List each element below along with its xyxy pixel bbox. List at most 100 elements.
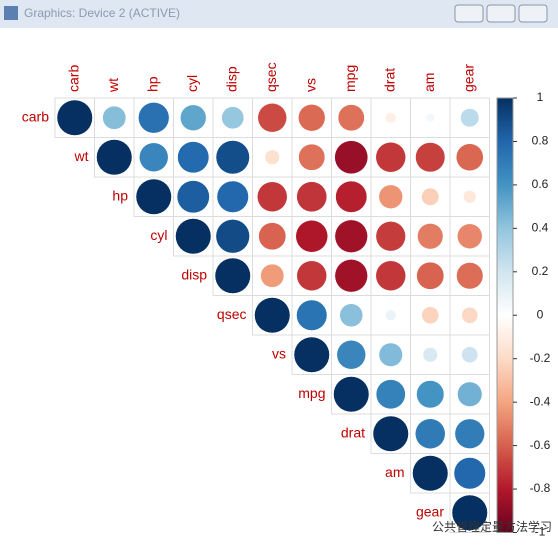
corr-circle (102, 105, 127, 130)
corr-circle (254, 297, 291, 334)
corr-circle (451, 494, 488, 531)
corr-circle (56, 99, 93, 136)
column-label: gear (460, 64, 476, 92)
corr-circle (177, 141, 210, 174)
corr-circle (334, 259, 368, 293)
row-label: mpg (298, 385, 325, 401)
row-label: am (385, 464, 404, 480)
maximize-button[interactable] (486, 4, 516, 23)
corr-circle (412, 455, 449, 492)
corr-circle (298, 104, 326, 132)
corr-circle (456, 262, 484, 290)
column-label: am (421, 73, 437, 92)
column-label: carb (65, 65, 81, 92)
corr-circle (417, 223, 444, 250)
corr-circle (375, 142, 406, 173)
corr-circle (375, 379, 406, 410)
corr-circle (422, 347, 438, 363)
column-label: drat (381, 68, 397, 92)
column-label: cyl (184, 75, 200, 92)
colorbar-tick-label: 0 (537, 307, 544, 321)
corr-circle (421, 306, 440, 325)
corr-circle (215, 140, 250, 175)
corr-circle (264, 149, 280, 165)
corr-circle (215, 219, 250, 254)
corr-circle (460, 108, 480, 128)
corr-circle (463, 190, 477, 204)
row-label: vs (272, 345, 286, 361)
row-label: cyl (150, 227, 167, 243)
corr-circle (296, 181, 328, 213)
corr-circle (214, 257, 251, 294)
corr-circle (375, 221, 406, 252)
corr-circle (334, 140, 369, 175)
corr-circle (339, 303, 364, 328)
corr-circle (453, 457, 486, 490)
close-button[interactable] (518, 4, 548, 23)
corr-circle (333, 376, 370, 413)
corr-circle (138, 102, 170, 134)
colorbar-tick-label: -0.2 (530, 351, 551, 365)
column-label: vs (302, 78, 318, 92)
corr-circle (257, 103, 287, 133)
corr-circle (135, 178, 172, 215)
corr-circle (296, 299, 328, 331)
colorbar-tick-label: -0.6 (530, 438, 551, 452)
corr-circle (258, 222, 287, 251)
colorbar (496, 97, 514, 533)
corr-circle (139, 142, 169, 172)
corr-circle (293, 336, 330, 373)
row-label: hp (112, 187, 128, 203)
column-label: disp (223, 66, 239, 92)
corr-circle (385, 309, 397, 321)
corr-circle (416, 380, 445, 409)
corr-circle (337, 104, 365, 132)
row-label: carb (22, 108, 49, 124)
corr-circle (216, 180, 249, 213)
corr-circle (372, 415, 409, 452)
corr-circle (461, 346, 479, 364)
corr-circle (296, 260, 327, 291)
corr-circle (175, 218, 212, 255)
corr-circle (457, 223, 483, 249)
corr-circle (455, 143, 484, 172)
window-title: Graphics: Device 2 (ACTIVE) (24, 6, 180, 20)
corr-circle (295, 220, 328, 253)
colorbar-tick-label: -1 (535, 525, 546, 539)
app-icon (4, 6, 18, 20)
corr-circle (454, 418, 485, 449)
corr-circle (260, 263, 285, 288)
watermark: 公共管理定量方法学习 (432, 519, 552, 534)
corr-circle (96, 139, 133, 176)
corr-circle (425, 113, 435, 123)
row-label: gear (416, 503, 444, 519)
corr-circle (335, 180, 368, 213)
corr-circle (298, 143, 326, 171)
column-label: wt (105, 78, 121, 93)
row-label: qsec (217, 306, 247, 322)
corr-circle (457, 381, 483, 407)
row-label: wt (74, 148, 89, 164)
minimize-button[interactable] (454, 4, 484, 23)
corr-circle (221, 106, 245, 130)
column-label: mpg (342, 65, 358, 92)
colorbar-tick-label: -0.8 (530, 481, 551, 495)
colorbar-tick-label: 1 (537, 90, 544, 104)
corr-circle (334, 219, 368, 253)
colorbar-tick-label: -0.4 (530, 394, 551, 408)
colorbar-tick-label: 0.2 (532, 264, 549, 278)
cell (449, 492, 490, 533)
corr-circle (375, 260, 406, 291)
corr-circle (378, 184, 403, 209)
colorbar-tick-label: 0.4 (532, 221, 549, 235)
colorbar-tick-label: 0.6 (532, 177, 549, 191)
corr-circle (378, 342, 403, 367)
row-label: drat (341, 424, 365, 440)
colorbar-tick-label: 0.8 (532, 134, 549, 148)
corr-circle (336, 340, 366, 370)
column-label: hp (144, 76, 160, 92)
corr-circle (461, 306, 479, 324)
corr-circle (176, 180, 210, 214)
column-label: qsec (263, 62, 279, 92)
